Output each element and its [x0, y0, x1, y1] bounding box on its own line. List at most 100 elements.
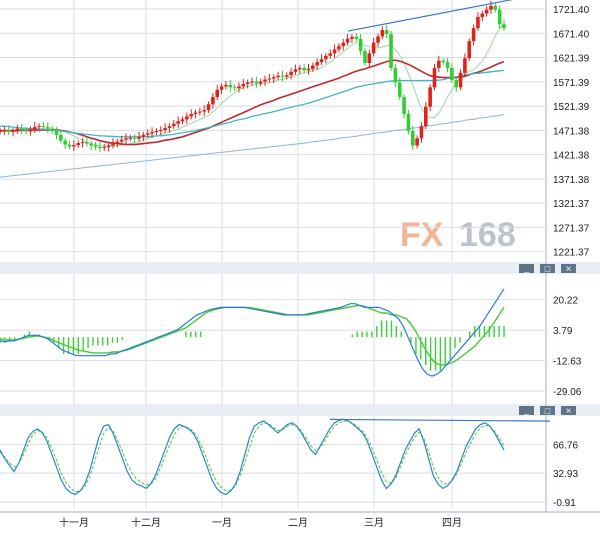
candle-body: [180, 119, 185, 122]
y-tick-label: 20.22: [553, 296, 578, 307]
y-tick-label: 32.93: [553, 469, 578, 480]
candle-body: [450, 67, 454, 81]
candle-body: [224, 84, 228, 87]
candle-body: [367, 53, 372, 64]
candle-body: [493, 5, 498, 10]
y-tick-label: 1671.40: [553, 29, 590, 40]
y-tick-label: 1271.37: [553, 223, 590, 234]
series-layer: [0, 0, 551, 496]
y-tick-label: 3.79: [553, 326, 573, 337]
candle-body: [458, 72, 463, 88]
candle-body: [237, 86, 241, 89]
x-tick-label: 一月: [212, 517, 232, 529]
candle-body: [254, 81, 259, 84]
candle-body: [245, 82, 250, 84]
candle-body: [380, 30, 385, 37]
candle-body: [376, 36, 380, 43]
watermark: FX 168: [400, 216, 516, 254]
y-tick-label: -0.91: [553, 498, 576, 509]
macd-close-button[interactable]: [561, 264, 576, 273]
candle-body: [363, 50, 367, 64]
candle-body: [158, 130, 163, 132]
ma-line-3: [0, 69, 505, 138]
candle-body: [111, 143, 115, 146]
candle-body: [54, 131, 59, 135]
y-tick-label: 1221.37: [553, 248, 590, 259]
stoch-minimize-button[interactable]: [519, 406, 534, 415]
candle-body: [502, 24, 506, 29]
candle-body: [389, 33, 393, 68]
candle-body: [276, 75, 280, 78]
candle-body: [410, 131, 415, 146]
candle-body: [228, 84, 233, 88]
candle-body: [206, 104, 211, 111]
candle-body: [171, 123, 176, 127]
trend-line: [347, 0, 514, 32]
candle-body: [154, 131, 159, 132]
candle-body: [37, 126, 41, 128]
macd-restore-button[interactable]: [540, 264, 555, 273]
candle-body: [337, 46, 341, 50]
candle-body: [280, 75, 285, 77]
stoch-restore-button[interactable]: [540, 406, 555, 415]
candle-body: [137, 136, 141, 139]
candle-body: [67, 144, 72, 147]
candle-body: [102, 147, 107, 149]
stochastic-panel-controls: _ □ ×: [519, 405, 576, 417]
candle-body: [467, 41, 472, 59]
minimize-icon: _: [523, 405, 530, 415]
candle-body: [350, 36, 354, 39]
candle-body: [289, 71, 293, 76]
candle-body: [219, 86, 224, 90]
candle-body: [402, 97, 406, 115]
x-tick-label: 二月: [288, 517, 308, 529]
candle-body: [128, 137, 133, 139]
candle-body: [419, 126, 424, 139]
candle-body: [176, 121, 180, 124]
stoch-k-line: [0, 418, 505, 496]
candle-body: [32, 127, 37, 131]
candle-body: [24, 130, 28, 132]
candle-body: [284, 75, 289, 77]
candle-body: [415, 138, 419, 146]
candle-body: [480, 13, 485, 17]
candle-body: [28, 130, 33, 132]
candle-body: [371, 42, 376, 54]
price-panel: [0, 0, 546, 262]
candle-body: [267, 78, 272, 80]
candle-body: [441, 60, 445, 63]
candle-body: [345, 38, 350, 43]
candle-body: [497, 9, 502, 25]
y-tick-label: 1721.40: [553, 5, 590, 16]
candle-body: [445, 62, 450, 68]
candle-body: [484, 9, 489, 14]
stoch-close-button[interactable]: [561, 406, 576, 415]
candle-body: [332, 49, 337, 54]
candle-body: [41, 126, 46, 128]
candle-body: [406, 114, 411, 131]
candle-body: [150, 131, 154, 134]
restore-icon: □: [545, 264, 551, 274]
candle-body: [145, 133, 150, 135]
candle-body: [241, 83, 246, 87]
candle-body: [393, 67, 398, 83]
y-tick-label: 1621.39: [553, 54, 590, 65]
candle-body: [80, 142, 85, 144]
candle-body: [59, 134, 63, 141]
y-tick-label: 1471.38: [553, 126, 590, 137]
candle-body: [489, 5, 493, 10]
macd-minimize-button[interactable]: [519, 264, 534, 273]
stoch-trend-line: [329, 418, 551, 422]
x-tick-label: 十二月: [131, 516, 161, 529]
candle-body: [89, 143, 94, 146]
candle-body: [15, 128, 20, 131]
candle-body: [263, 79, 267, 82]
candle-body: [202, 110, 207, 112]
candle-body: [198, 111, 202, 113]
candle-body: [211, 97, 215, 105]
candle-body: [302, 67, 306, 71]
y-tick-label: 1571.39: [553, 78, 590, 89]
candle-body: [258, 81, 263, 84]
